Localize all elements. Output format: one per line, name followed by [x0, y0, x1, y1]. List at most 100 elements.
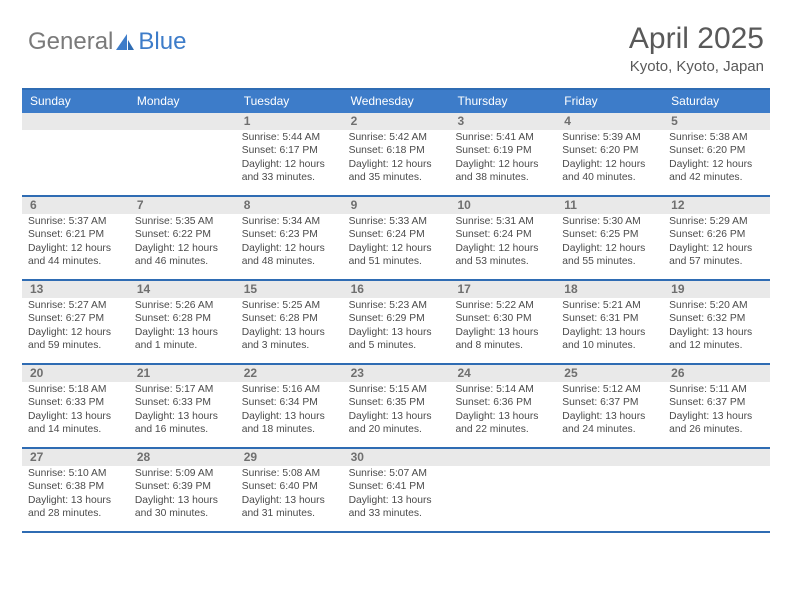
- day-details: Sunrise: 5:39 AMSunset: 6:20 PMDaylight:…: [556, 130, 663, 189]
- day-cell: [663, 449, 770, 531]
- day-header: Tuesday: [236, 90, 343, 113]
- day-number: 17: [449, 281, 556, 298]
- day-cell: 12Sunrise: 5:29 AMSunset: 6:26 PMDayligh…: [663, 197, 770, 279]
- daylight-line: Daylight: 12 hours and 42 minutes.: [669, 158, 764, 185]
- day-cell: 21Sunrise: 5:17 AMSunset: 6:33 PMDayligh…: [129, 365, 236, 447]
- day-number: 14: [129, 281, 236, 298]
- day-number: 15: [236, 281, 343, 298]
- sunrise-line: Sunrise: 5:11 AM: [669, 383, 764, 396]
- daylight-line: Daylight: 13 hours and 3 minutes.: [242, 326, 337, 353]
- day-details: Sunrise: 5:25 AMSunset: 6:28 PMDaylight:…: [236, 298, 343, 357]
- day-number: 5: [663, 113, 770, 130]
- day-number: 13: [22, 281, 129, 298]
- week-row: 6Sunrise: 5:37 AMSunset: 6:21 PMDaylight…: [22, 197, 770, 281]
- sunrise-line: Sunrise: 5:15 AM: [349, 383, 444, 396]
- day-cell: 28Sunrise: 5:09 AMSunset: 6:39 PMDayligh…: [129, 449, 236, 531]
- day-number: 26: [663, 365, 770, 382]
- day-details: Sunrise: 5:17 AMSunset: 6:33 PMDaylight:…: [129, 382, 236, 441]
- day-cell: 3Sunrise: 5:41 AMSunset: 6:19 PMDaylight…: [449, 113, 556, 195]
- sunrise-line: Sunrise: 5:09 AM: [135, 467, 230, 480]
- daylight-line: Daylight: 13 hours and 16 minutes.: [135, 410, 230, 437]
- sunrise-line: Sunrise: 5:26 AM: [135, 299, 230, 312]
- day-details: Sunrise: 5:38 AMSunset: 6:20 PMDaylight:…: [663, 130, 770, 189]
- day-number: 22: [236, 365, 343, 382]
- day-number: [556, 449, 663, 466]
- sunset-line: Sunset: 6:18 PM: [349, 144, 444, 157]
- sunset-line: Sunset: 6:23 PM: [242, 228, 337, 241]
- day-number: 1: [236, 113, 343, 130]
- day-details: Sunrise: 5:08 AMSunset: 6:40 PMDaylight:…: [236, 466, 343, 525]
- day-details: Sunrise: 5:07 AMSunset: 6:41 PMDaylight:…: [343, 466, 450, 525]
- day-details: Sunrise: 5:29 AMSunset: 6:26 PMDaylight:…: [663, 214, 770, 273]
- sunset-line: Sunset: 6:37 PM: [562, 396, 657, 409]
- day-number: 7: [129, 197, 236, 214]
- daylight-line: Daylight: 13 hours and 8 minutes.: [455, 326, 550, 353]
- sunrise-line: Sunrise: 5:21 AM: [562, 299, 657, 312]
- sunrise-line: Sunrise: 5:42 AM: [349, 131, 444, 144]
- day-cell: [556, 449, 663, 531]
- sunrise-line: Sunrise: 5:37 AM: [28, 215, 123, 228]
- sunrise-line: Sunrise: 5:27 AM: [28, 299, 123, 312]
- week-row: 13Sunrise: 5:27 AMSunset: 6:27 PMDayligh…: [22, 281, 770, 365]
- sunrise-line: Sunrise: 5:44 AM: [242, 131, 337, 144]
- daylight-line: Daylight: 12 hours and 38 minutes.: [455, 158, 550, 185]
- sunset-line: Sunset: 6:41 PM: [349, 480, 444, 493]
- sunrise-line: Sunrise: 5:17 AM: [135, 383, 230, 396]
- day-details: Sunrise: 5:14 AMSunset: 6:36 PMDaylight:…: [449, 382, 556, 441]
- day-details: Sunrise: 5:10 AMSunset: 6:38 PMDaylight:…: [22, 466, 129, 525]
- day-number: 9: [343, 197, 450, 214]
- day-cell: 14Sunrise: 5:26 AMSunset: 6:28 PMDayligh…: [129, 281, 236, 363]
- sunrise-line: Sunrise: 5:39 AM: [562, 131, 657, 144]
- sunset-line: Sunset: 6:36 PM: [455, 396, 550, 409]
- daylight-line: Daylight: 13 hours and 30 minutes.: [135, 494, 230, 521]
- sunset-line: Sunset: 6:22 PM: [135, 228, 230, 241]
- day-number: 28: [129, 449, 236, 466]
- sunset-line: Sunset: 6:33 PM: [135, 396, 230, 409]
- daylight-line: Daylight: 13 hours and 18 minutes.: [242, 410, 337, 437]
- day-details: Sunrise: 5:16 AMSunset: 6:34 PMDaylight:…: [236, 382, 343, 441]
- daylight-line: Daylight: 13 hours and 14 minutes.: [28, 410, 123, 437]
- day-details: Sunrise: 5:27 AMSunset: 6:27 PMDaylight:…: [22, 298, 129, 357]
- sunrise-line: Sunrise: 5:41 AM: [455, 131, 550, 144]
- sail-icon: [114, 32, 136, 52]
- daylight-line: Daylight: 12 hours and 40 minutes.: [562, 158, 657, 185]
- sunset-line: Sunset: 6:38 PM: [28, 480, 123, 493]
- day-cell: 16Sunrise: 5:23 AMSunset: 6:29 PMDayligh…: [343, 281, 450, 363]
- day-number: 8: [236, 197, 343, 214]
- day-cell: 24Sunrise: 5:14 AMSunset: 6:36 PMDayligh…: [449, 365, 556, 447]
- day-number: 20: [22, 365, 129, 382]
- sunset-line: Sunset: 6:32 PM: [669, 312, 764, 325]
- sunset-line: Sunset: 6:34 PM: [242, 396, 337, 409]
- day-cell: 27Sunrise: 5:10 AMSunset: 6:38 PMDayligh…: [22, 449, 129, 531]
- day-number: 27: [22, 449, 129, 466]
- day-cell: 1Sunrise: 5:44 AMSunset: 6:17 PMDaylight…: [236, 113, 343, 195]
- daylight-line: Daylight: 13 hours and 28 minutes.: [28, 494, 123, 521]
- sunrise-line: Sunrise: 5:23 AM: [349, 299, 444, 312]
- daylight-line: Daylight: 12 hours and 33 minutes.: [242, 158, 337, 185]
- day-number: 23: [343, 365, 450, 382]
- daylight-line: Daylight: 13 hours and 24 minutes.: [562, 410, 657, 437]
- sunrise-line: Sunrise: 5:38 AM: [669, 131, 764, 144]
- sunset-line: Sunset: 6:17 PM: [242, 144, 337, 157]
- daylight-line: Daylight: 12 hours and 55 minutes.: [562, 242, 657, 269]
- sunset-line: Sunset: 6:37 PM: [669, 396, 764, 409]
- day-details: Sunrise: 5:30 AMSunset: 6:25 PMDaylight:…: [556, 214, 663, 273]
- day-details: Sunrise: 5:20 AMSunset: 6:32 PMDaylight:…: [663, 298, 770, 357]
- day-details: Sunrise: 5:26 AMSunset: 6:28 PMDaylight:…: [129, 298, 236, 357]
- day-number: 10: [449, 197, 556, 214]
- sunrise-line: Sunrise: 5:08 AM: [242, 467, 337, 480]
- day-cell: 11Sunrise: 5:30 AMSunset: 6:25 PMDayligh…: [556, 197, 663, 279]
- day-cell: 8Sunrise: 5:34 AMSunset: 6:23 PMDaylight…: [236, 197, 343, 279]
- sunrise-line: Sunrise: 5:30 AM: [562, 215, 657, 228]
- daylight-line: Daylight: 13 hours and 33 minutes.: [349, 494, 444, 521]
- day-details: Sunrise: 5:31 AMSunset: 6:24 PMDaylight:…: [449, 214, 556, 273]
- sunset-line: Sunset: 6:20 PM: [669, 144, 764, 157]
- day-cell: 7Sunrise: 5:35 AMSunset: 6:22 PMDaylight…: [129, 197, 236, 279]
- day-cell: [22, 113, 129, 195]
- day-number: 24: [449, 365, 556, 382]
- sunrise-line: Sunrise: 5:25 AM: [242, 299, 337, 312]
- sunrise-line: Sunrise: 5:10 AM: [28, 467, 123, 480]
- day-number: 21: [129, 365, 236, 382]
- day-cell: 9Sunrise: 5:33 AMSunset: 6:24 PMDaylight…: [343, 197, 450, 279]
- sunset-line: Sunset: 6:27 PM: [28, 312, 123, 325]
